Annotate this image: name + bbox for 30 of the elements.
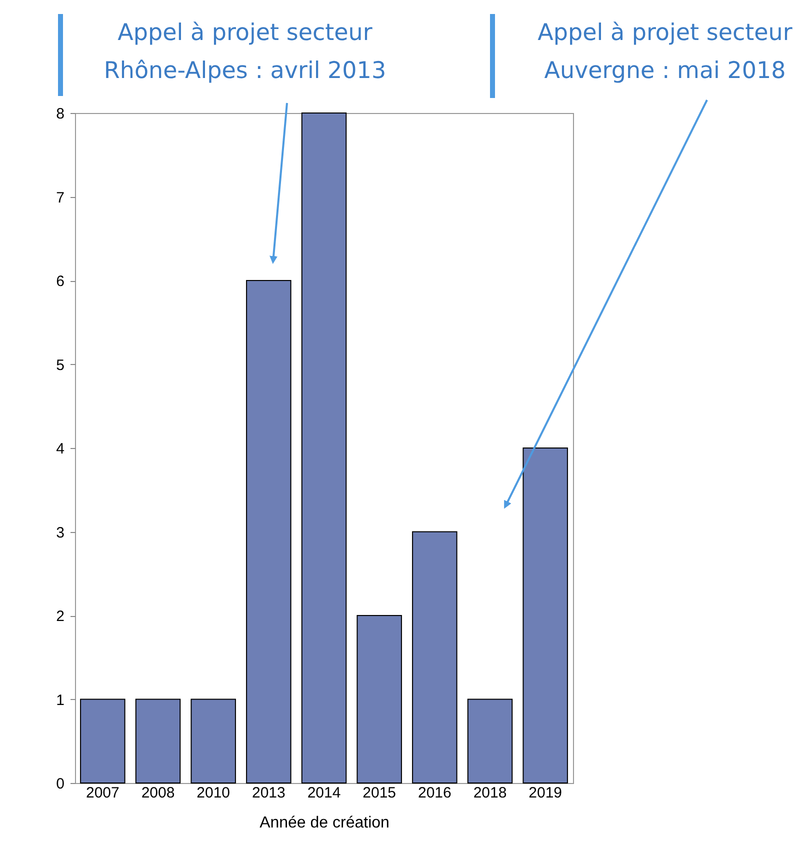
text: Appel à projet secteur Auvergne : mai 2018 [536, 19, 794, 86]
x-tick-label: 2013 [252, 784, 286, 802]
x-axis-title: Année de création [260, 814, 390, 832]
bar [246, 280, 292, 784]
text: Appel à projet secteur Rhône-Alpes : avril 2013 [102, 19, 388, 86]
bar [80, 698, 126, 784]
x-tick-label: 2016 [418, 784, 452, 802]
x-tick-label: 2010 [196, 784, 230, 802]
bar [467, 698, 513, 784]
x-tick-label: 2007 [86, 784, 120, 802]
bar [301, 112, 347, 784]
bar [412, 531, 458, 784]
x-tick-label: 2015 [362, 784, 396, 802]
y-tick-label: 2 [56, 608, 64, 625]
y-tick-label: 7 [56, 189, 64, 206]
y-tick-label: 1 [56, 692, 64, 709]
y-tick-label: 0 [56, 776, 64, 792]
x-tick-label: 2018 [473, 784, 507, 802]
y-tick-label: 4 [56, 440, 64, 458]
x-tick-label: 2014 [307, 784, 341, 802]
y-tick-label: 8 [56, 106, 64, 122]
y-tick-label: 6 [56, 273, 64, 290]
bar [356, 615, 402, 784]
bar [522, 448, 568, 784]
bar [135, 698, 181, 784]
y-tick-label: 3 [56, 524, 64, 542]
bar [190, 698, 236, 784]
x-tick-label: 2008 [141, 784, 175, 802]
y-tick-label: 5 [56, 356, 64, 374]
x-tick-label: 2019 [528, 784, 562, 802]
